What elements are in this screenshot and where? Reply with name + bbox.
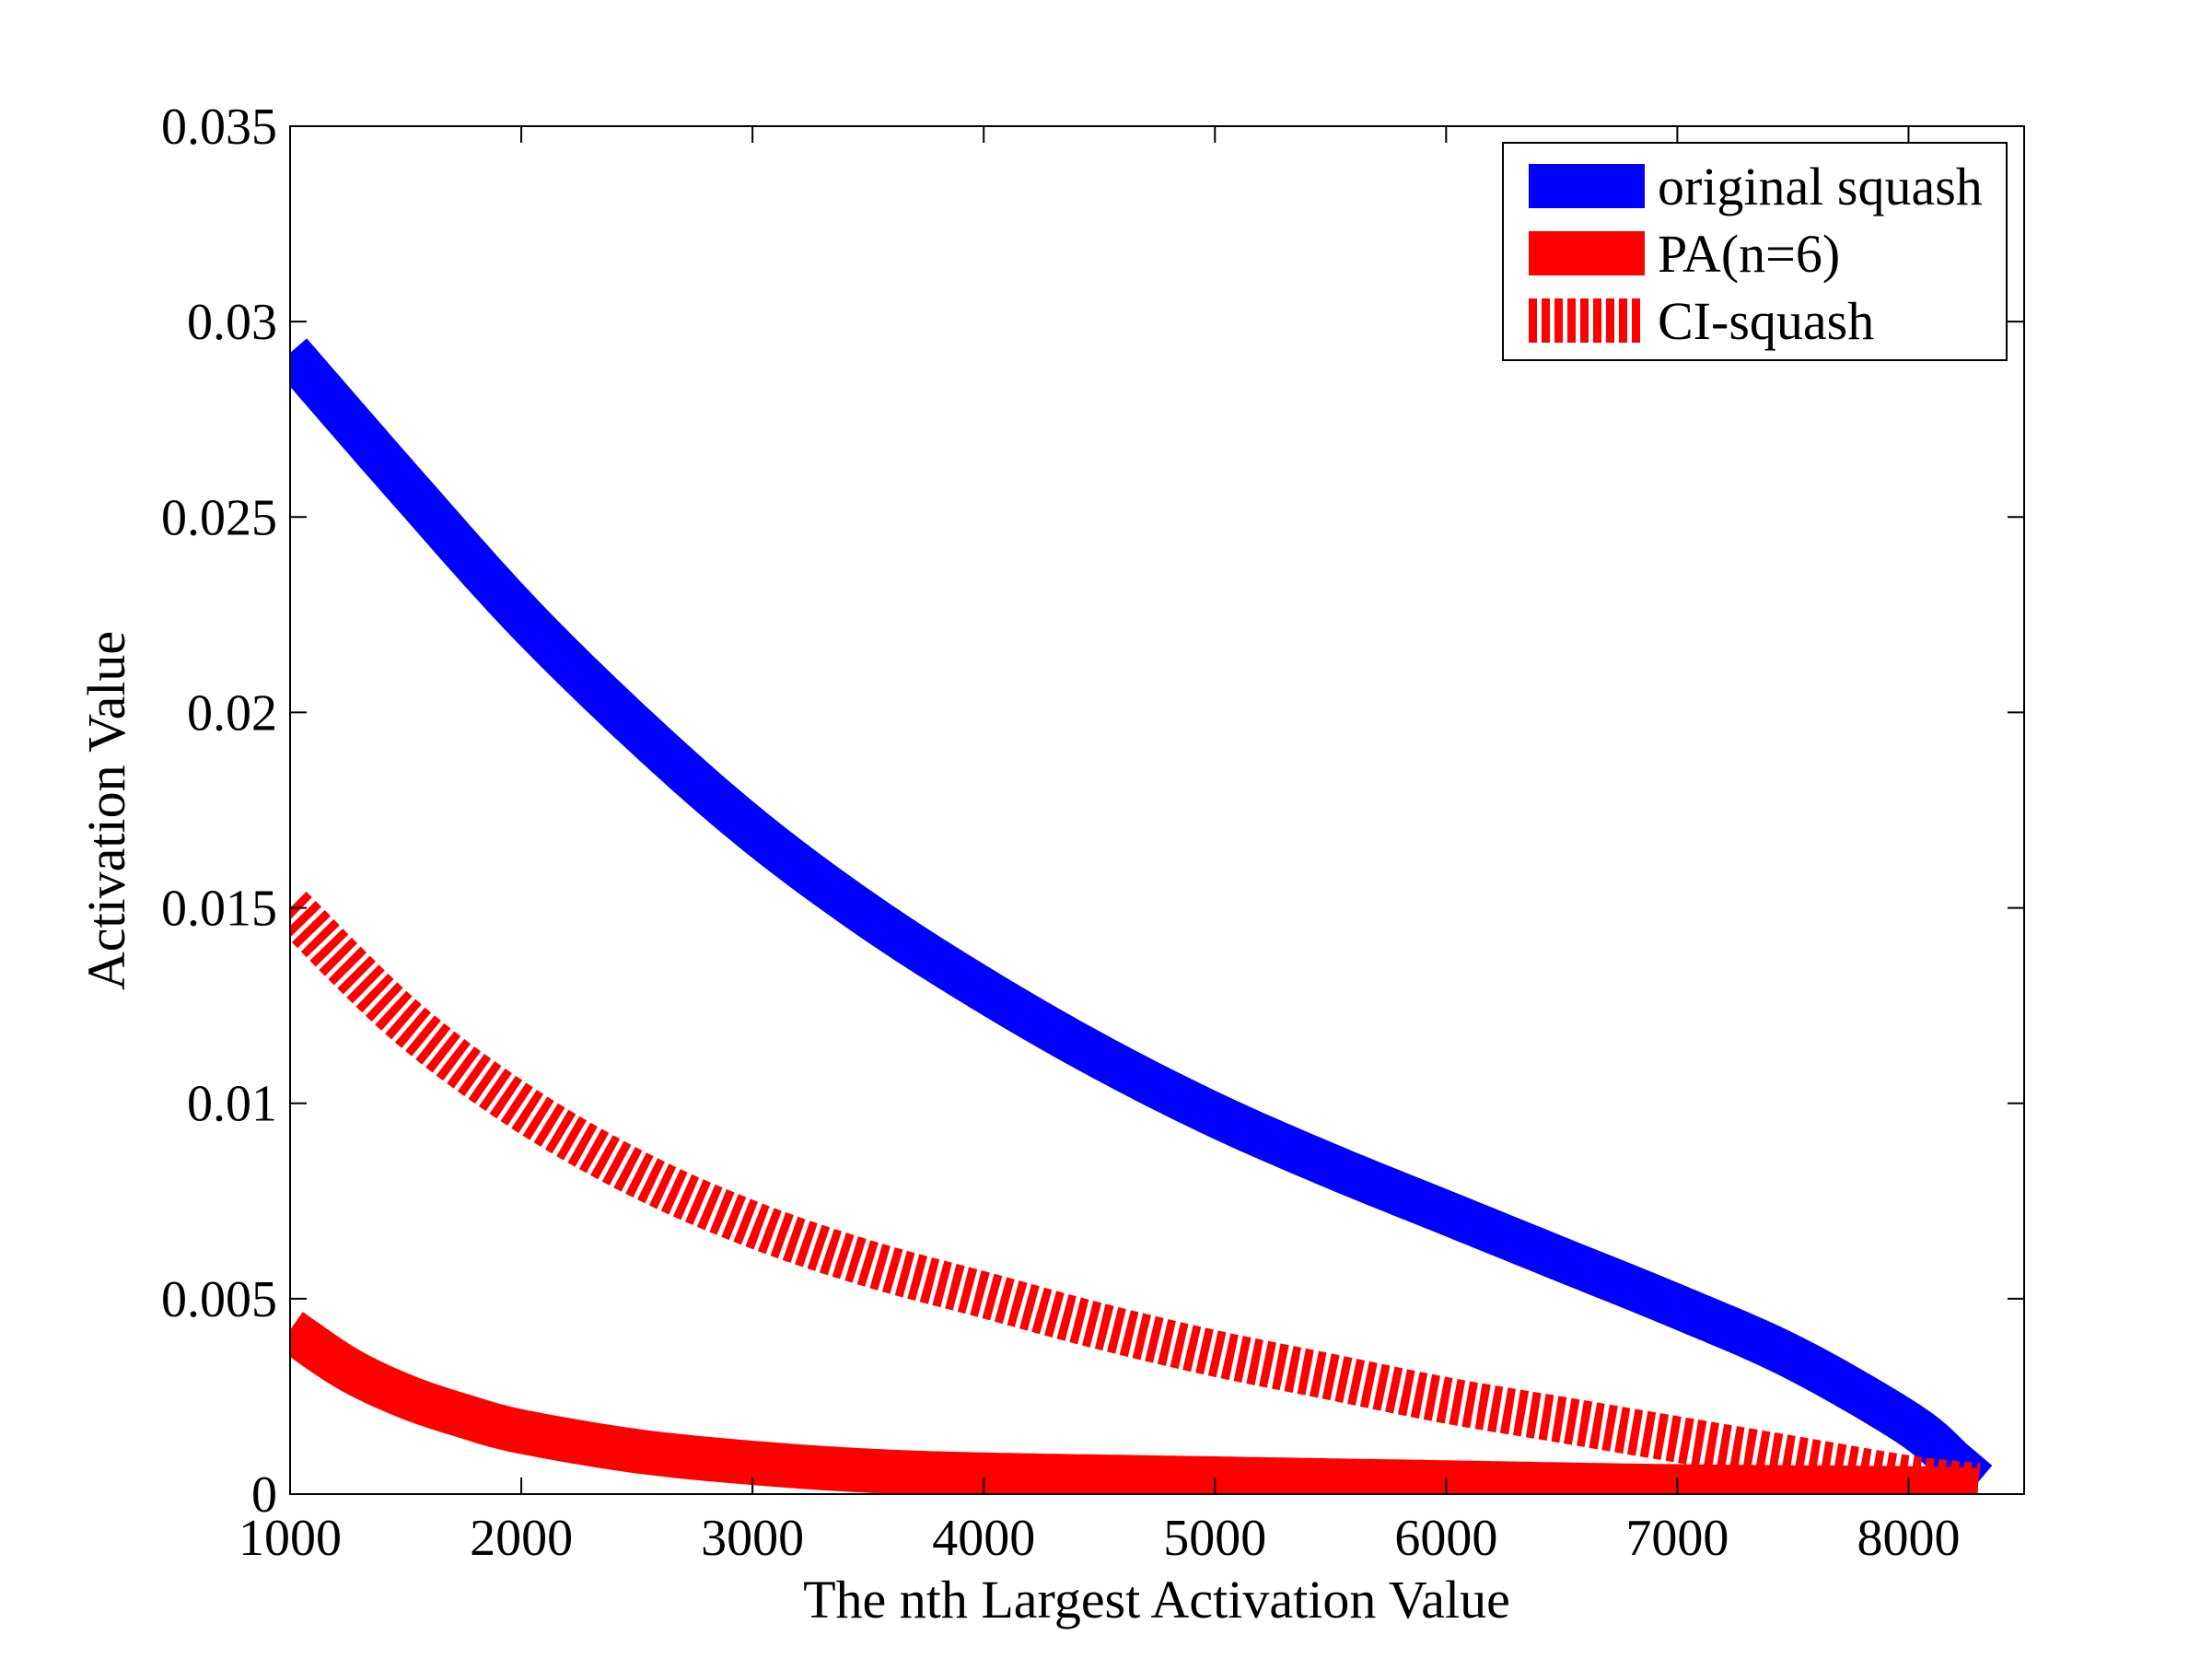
data-point [1211, 1111, 1218, 1118]
data-point [980, 1291, 987, 1299]
x-tick-label: 5000 [1163, 1510, 1266, 1567]
x-tick-label: 4000 [932, 1510, 1035, 1567]
data-point [1096, 1053, 1103, 1060]
series-ci-squash [290, 888, 1998, 1494]
y-tick-label: 0 [251, 1466, 277, 1524]
legend-label: original squash [1658, 157, 1983, 216]
series-pa-n6 [290, 1310, 1997, 1494]
data-point [865, 1260, 872, 1268]
data-point [1211, 1349, 1218, 1357]
series-original-squash [290, 334, 1997, 1494]
data-point [518, 1104, 525, 1111]
x-axis-label: The nth Largest Activation Value [803, 1570, 1510, 1630]
data-point [1974, 1483, 1982, 1490]
y-tick-label: 0.015 [161, 881, 277, 938]
data-point [1789, 1354, 1797, 1361]
data-point [1327, 1373, 1334, 1381]
data-point [1673, 1436, 1681, 1443]
data-point [1442, 1396, 1449, 1404]
data-point [749, 1459, 756, 1466]
data-point [402, 1393, 410, 1400]
data-point [634, 1170, 641, 1177]
data-point [980, 1471, 987, 1478]
data-point [865, 912, 872, 919]
data-point [460, 1412, 467, 1419]
data-point [1442, 1209, 1449, 1217]
axes-layer: 1000 2000 3000 4000 5000 6000 7000 8000 0 0.005 0.… [161, 99, 2025, 1567]
x-tick-label: 3000 [701, 1510, 804, 1567]
data-point [634, 1447, 641, 1455]
series-line [290, 888, 1998, 1494]
plot-frame [289, 125, 2025, 1495]
y-tick-label: 0.02 [187, 684, 277, 742]
data-point [1905, 1420, 1913, 1428]
data-point [1789, 1455, 1797, 1463]
y-tick-label: 0.03 [187, 294, 277, 351]
data-point [518, 1428, 525, 1435]
series-line [290, 334, 1997, 1494]
x-tick-label: 2000 [470, 1510, 573, 1567]
y-tick-label: 0.025 [161, 489, 277, 546]
data-point [1558, 1416, 1566, 1423]
legend-entry-original-squash: original squash [1529, 157, 1983, 216]
x-tick-label: 1000 [239, 1510, 342, 1567]
y-tick-label: 0.01 [187, 1076, 277, 1133]
series-layer [290, 334, 1998, 1494]
legend-entry-pa-n6: PA(n=6) [1529, 224, 1840, 284]
x-tick-label: 6000 [1394, 1510, 1497, 1567]
data-point [1327, 1162, 1334, 1170]
y-tick-label: 0.035 [161, 99, 277, 156]
x-tick-label: 8000 [1857, 1510, 1960, 1567]
data-point [402, 1018, 410, 1025]
data-point [865, 1467, 872, 1475]
y-tick-label: 0.005 [161, 1271, 277, 1328]
legend-label: CI-squash [1658, 291, 1874, 351]
data-point [1096, 1323, 1103, 1330]
data-point [634, 724, 641, 731]
data-point [344, 1365, 352, 1373]
data-point [518, 611, 525, 618]
legend: original squash PA(n=6) CI-squash [1502, 142, 2008, 361]
data-point [1558, 1256, 1566, 1263]
data-point [749, 1221, 756, 1228]
data-point [980, 987, 987, 994]
legend-entry-ci-squash: CI-squash [1529, 291, 1874, 351]
series-line [290, 1310, 1997, 1494]
x-tick-label: 7000 [1625, 1510, 1729, 1567]
data-point [749, 826, 756, 834]
data-point [402, 482, 410, 489]
legend-label: PA(n=6) [1658, 224, 1840, 284]
data-point [1673, 1303, 1681, 1310]
y-axis-label: Activation Value [76, 631, 136, 990]
